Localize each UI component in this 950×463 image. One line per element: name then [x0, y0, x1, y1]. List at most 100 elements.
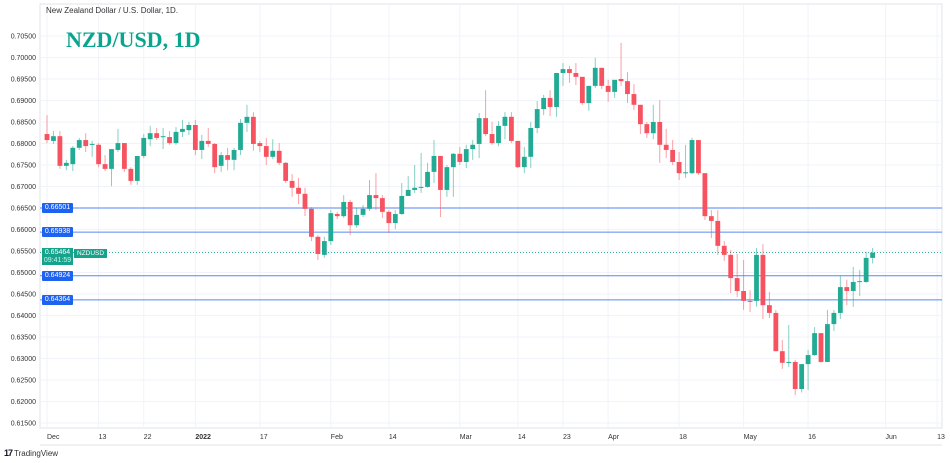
price-tick-label: 0.66000 — [11, 227, 36, 234]
candle-body — [476, 118, 482, 144]
candle-body — [102, 164, 108, 169]
candle — [592, 57, 598, 89]
candle-body — [708, 216, 714, 221]
price-tick-label: 0.68000 — [11, 141, 36, 148]
candle — [96, 143, 101, 168]
candle-body — [154, 133, 160, 138]
candle — [502, 112, 508, 140]
candle — [573, 63, 579, 86]
candle — [141, 134, 147, 159]
candle — [476, 112, 482, 159]
candle-body — [792, 361, 798, 390]
candle — [109, 149, 114, 187]
candle — [450, 152, 456, 197]
candle-body — [373, 195, 379, 199]
candle-body — [392, 214, 398, 224]
candle — [257, 140, 263, 153]
candle — [270, 139, 276, 159]
level-label[interactable]: 0.66501 — [42, 202, 73, 213]
candle-body — [218, 155, 224, 166]
candle-body — [457, 153, 463, 162]
time-axis[interactable]: Dec 13 22 2022 17 Feb 14 Mar 14 23 Apr 18 May 16 Jun 13 — [40, 434, 945, 446]
candle-body — [444, 167, 450, 190]
level-label[interactable]: 0.64364 — [42, 294, 73, 305]
candle-body — [367, 195, 372, 209]
candle-body — [405, 189, 411, 196]
candle-body — [586, 85, 592, 104]
candle-body — [773, 312, 779, 352]
candle — [676, 152, 682, 181]
price-tick-label: 0.64500 — [11, 292, 36, 299]
price-axis[interactable]: 0.61500 0.62000 0.62500 0.63000 0.63500 0.640… — [11, 34, 36, 428]
candle-body — [728, 254, 734, 279]
candle — [122, 143, 127, 172]
candle-body — [715, 220, 721, 246]
candle — [625, 72, 630, 104]
candle — [425, 162, 430, 188]
candle-body — [599, 67, 605, 86]
candle — [386, 210, 392, 233]
candle — [186, 122, 192, 135]
candle-body — [799, 364, 805, 390]
candle — [870, 247, 875, 264]
candle — [805, 349, 811, 390]
candle — [192, 119, 198, 156]
candle-body — [863, 257, 869, 282]
candle-body — [670, 149, 676, 162]
candle-body — [192, 125, 198, 150]
time-tick-label: Apr — [608, 434, 620, 441]
candle — [276, 143, 282, 165]
candle-body — [309, 208, 314, 237]
candle — [392, 210, 398, 230]
price-tick-label: 0.65500 — [11, 249, 36, 256]
time-tick-label: 14 — [389, 434, 397, 441]
candle-body — [418, 186, 424, 188]
candle-body — [431, 155, 437, 172]
candle-body — [334, 214, 340, 217]
candle-body — [44, 134, 50, 141]
candle — [715, 210, 721, 255]
candle — [528, 122, 534, 169]
candle-body — [663, 144, 669, 150]
candle-body — [180, 128, 185, 132]
level-label[interactable]: 0.64924 — [42, 270, 73, 281]
candle-body — [257, 143, 263, 147]
time-tick-label: 16 — [808, 434, 816, 441]
candle — [825, 309, 830, 362]
candle-body — [754, 254, 759, 301]
candle-body — [380, 198, 385, 212]
candle — [341, 195, 347, 218]
candle — [128, 167, 134, 185]
price-tick-label: 0.63000 — [11, 356, 36, 363]
time-tick-label: 23 — [563, 434, 571, 441]
candle — [509, 112, 514, 144]
level-label[interactable]: 0.65938 — [42, 227, 73, 238]
candle — [199, 134, 205, 159]
candle-body — [567, 69, 572, 73]
candle-body — [160, 136, 166, 138]
candle-body — [689, 140, 695, 174]
candle — [44, 115, 50, 144]
candle-body — [63, 162, 69, 166]
candle-body — [825, 324, 830, 362]
candle — [702, 173, 708, 221]
candle-body — [360, 208, 366, 215]
tradingview-logo-icon[interactable]: 17 — [4, 448, 13, 458]
candle — [541, 94, 547, 116]
candle — [399, 183, 405, 215]
time-tick-label: 18 — [679, 434, 687, 441]
candle — [747, 290, 753, 313]
candle — [515, 140, 521, 169]
candle — [773, 309, 779, 352]
candle — [412, 165, 418, 193]
candle — [831, 309, 837, 331]
candle — [534, 100, 540, 134]
candle-body — [702, 173, 708, 217]
candle-body — [650, 122, 656, 134]
current-price-label: 0.65464 09:41:59 — [42, 248, 73, 265]
candle-body — [844, 287, 850, 291]
time-tick-label: 22 — [144, 434, 152, 441]
candle — [638, 104, 643, 135]
candle-body — [263, 146, 269, 157]
